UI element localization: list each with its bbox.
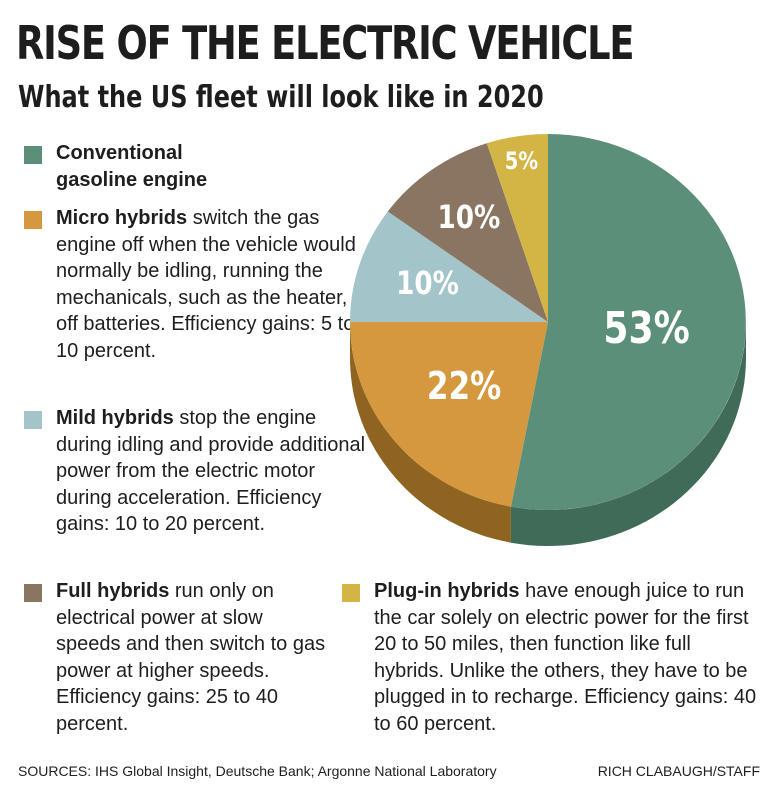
pie-label-conventional: 53%: [603, 303, 689, 353]
legend-desc-full-hybrids: run only on electrical power at slow spe…: [56, 580, 326, 735]
pie-slice-mild-hybrids: [350, 211, 548, 322]
legend-name-micro-hybrids: Micro hybrids: [56, 207, 188, 229]
pie-label-micro-hybrids: 22%: [427, 365, 502, 409]
pie-label-plug-in-hybrids: 5%: [505, 148, 538, 175]
pie-label-full-hybrids: 10%: [438, 198, 501, 235]
legend-swatch-mild-hybrids: [24, 411, 42, 429]
pie-side-micro-hybrids: [350, 322, 511, 543]
legend-name-full-hybrids: Full hybrids: [56, 580, 170, 602]
sources-note: SOURCES: IHS Global Insight, Deutsche Ba…: [18, 763, 497, 779]
legend-name2-conventional: gasoline engine: [56, 168, 208, 191]
legend-name-conventional: Conventional: [56, 142, 183, 164]
pie-slice-conventional: [510, 134, 746, 510]
legend-name-plug-in-hybrids: Plug-in hybrids: [374, 580, 520, 602]
chart-subtitle: What the US fleet will look like in 2020: [18, 80, 544, 115]
pie-side-conventional: [510, 322, 746, 546]
legend-desc-mild-hybrids: stop the engine during idling and provid…: [56, 407, 366, 536]
legend-swatch-plug-in-hybrids: [342, 584, 360, 602]
legend-desc-plug-in-hybrids: have enough juice to run the car solely …: [374, 580, 757, 735]
legend-swatch-conventional: [24, 146, 42, 164]
pie-slice-micro-hybrids: [350, 322, 548, 507]
pie-slice-full-hybrids: [387, 143, 548, 322]
pie-label-mild-hybrids: 10%: [396, 265, 459, 302]
chart-title: RISE OF THE ELECTRIC VEHICLE: [16, 16, 635, 70]
pie-slice-plug-in-hybrids: [486, 134, 548, 322]
credit-note: RICH CLABAUGH/STAFF: [597, 763, 760, 779]
legend-swatch-micro-hybrids: [24, 211, 42, 229]
legend-desc-micro-hybrids: switch the gas engine off when the vehic…: [56, 207, 356, 362]
legend-swatch-full-hybrids: [24, 584, 42, 602]
legend-name-mild-hybrids: Mild hybrids: [56, 407, 174, 429]
